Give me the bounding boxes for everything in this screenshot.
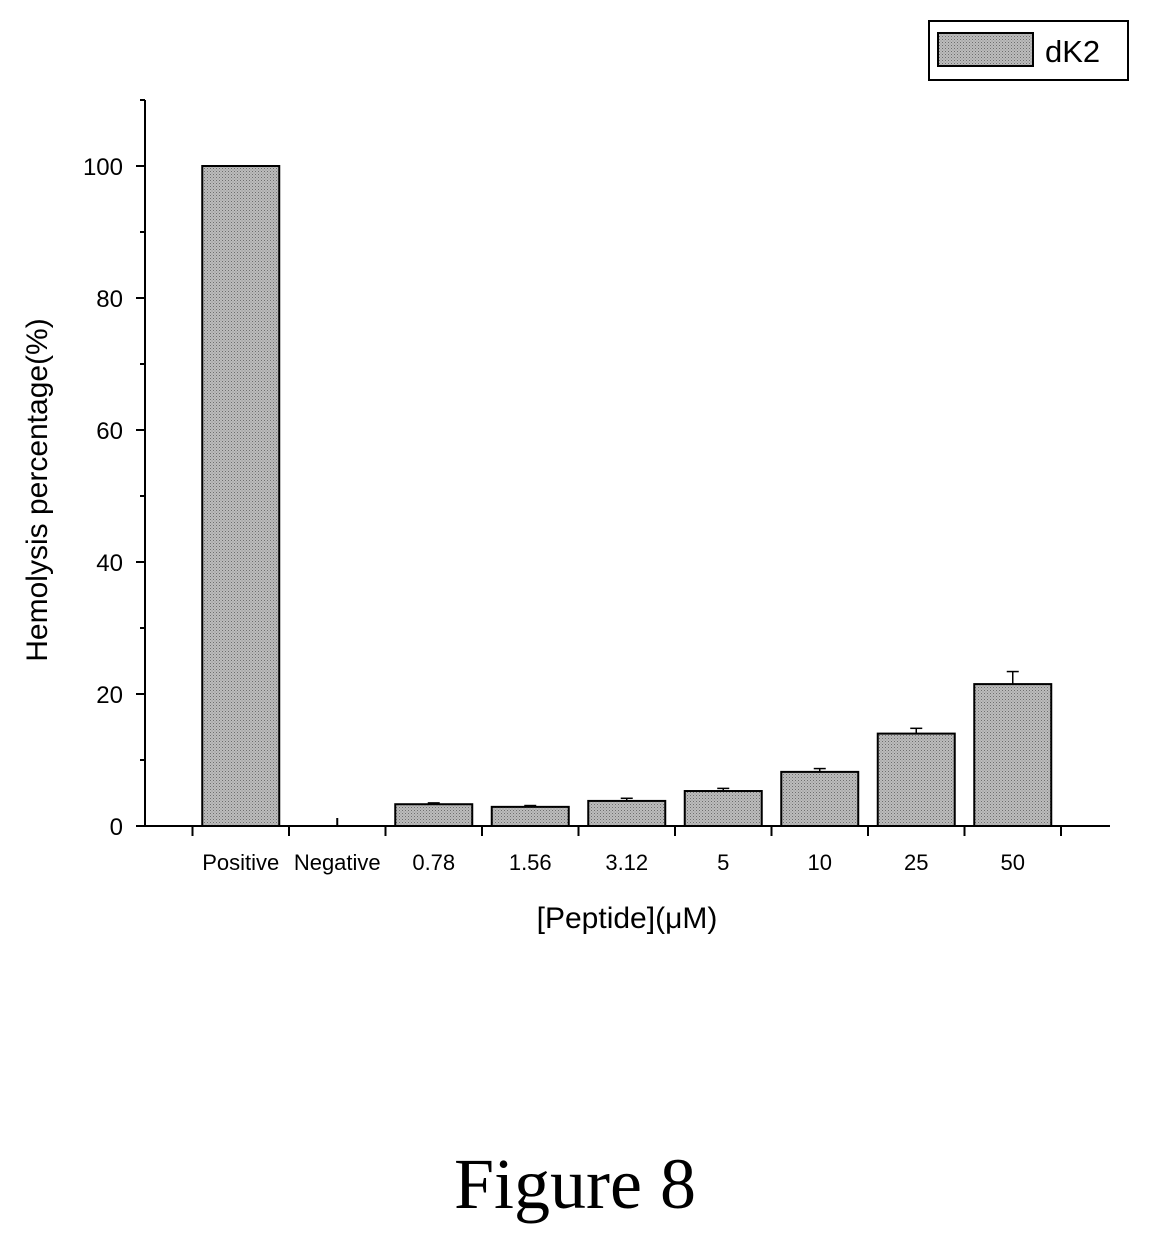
- x-tick-label: 3.12: [605, 850, 648, 875]
- x-tick-label: 5: [717, 850, 729, 875]
- x-tick-label: 10: [808, 850, 832, 875]
- error-bars: [427, 670, 1019, 807]
- y-tick-label: 60: [96, 418, 123, 445]
- hemolysis-bar-chart: Positive Negative 0.78 1.56 3.12 5 10 25 50 0 20 4…: [21, 20, 1129, 935]
- bar-5: [683, 790, 763, 828]
- y-tick-label: 40: [96, 550, 123, 577]
- bar-0-78: [394, 803, 474, 827]
- bar-positive: [201, 165, 281, 827]
- bar-10: [780, 770, 860, 828]
- bar-50: [973, 683, 1053, 827]
- figure-caption: Figure 8: [454, 1144, 696, 1224]
- x-axis-title: [Peptide](μM): [537, 902, 718, 935]
- bar-3-12: [587, 799, 667, 827]
- axes: [144, 100, 1110, 827]
- legend-swatch: [937, 32, 1034, 67]
- y-ticks: [136, 99, 145, 827]
- y-tick-label: 20: [96, 682, 123, 709]
- bars: [201, 165, 1053, 828]
- y-tick-label: 100: [83, 154, 123, 181]
- legend-label: dK2: [1045, 34, 1100, 69]
- x-tick-labels: Positive Negative 0.78 1.56 3.12 5 10 25 50: [202, 850, 1025, 875]
- y-tick-labels: 0 20 40 60 80 100: [83, 154, 123, 841]
- x-tick-label: 25: [904, 850, 928, 875]
- y-tick-label: 80: [96, 286, 123, 313]
- bar-25: [876, 732, 956, 827]
- legend: dK2: [928, 20, 1129, 81]
- bar-1-56: [490, 805, 570, 827]
- x-tick-label: 0.78: [412, 850, 455, 875]
- y-axis-title: Hemolysis percentage(%): [21, 318, 54, 661]
- x-tick-label: Positive: [202, 850, 279, 875]
- y-tick-label: 0: [110, 814, 123, 841]
- x-tick-label: Negative: [294, 850, 381, 875]
- x-tick-label: 1.56: [509, 850, 552, 875]
- x-tick-label: 50: [1001, 850, 1025, 875]
